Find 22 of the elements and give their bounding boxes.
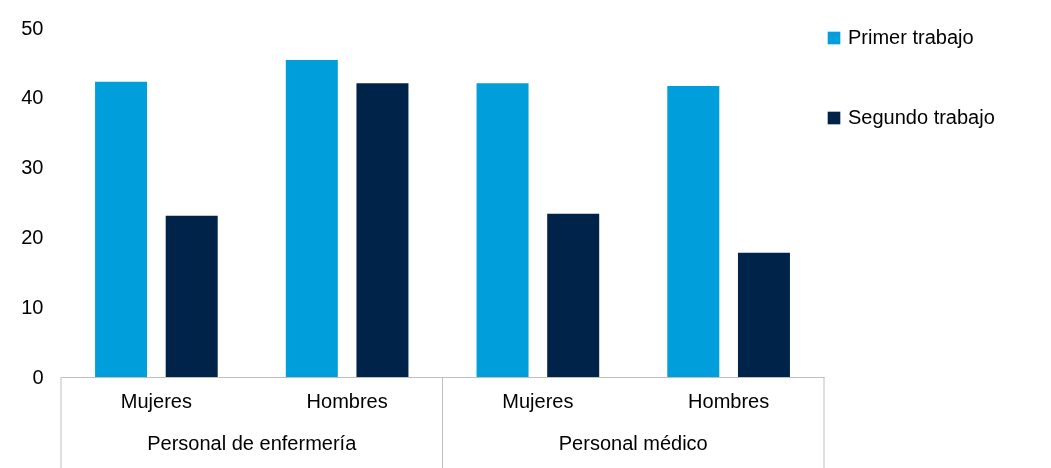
y-tick-label: 20 xyxy=(21,225,44,248)
bar xyxy=(737,252,790,377)
y-tick-label: 10 xyxy=(21,295,44,318)
bar xyxy=(667,85,720,377)
bar xyxy=(285,60,338,377)
bar xyxy=(547,213,600,377)
x-tick-label: Hombres xyxy=(688,389,770,412)
bar xyxy=(356,83,409,377)
y-tick-label: 50 xyxy=(21,16,44,39)
y-tick-label: 0 xyxy=(32,365,44,388)
legend-label: Primer trabajo xyxy=(848,26,974,48)
legend-label: Segundo trabajo xyxy=(848,106,995,128)
bar xyxy=(476,83,529,377)
x-tick-label: Hombres xyxy=(306,389,388,412)
text: Personal médico xyxy=(558,432,708,454)
y-tick-label: 40 xyxy=(21,86,44,109)
x-tick-label: Mujeres xyxy=(120,389,192,412)
bar xyxy=(165,215,218,377)
text: Personal de enfermería xyxy=(147,432,358,454)
x-tick-label: Mujeres xyxy=(502,389,574,412)
bar xyxy=(95,81,148,377)
y-tick-label: 30 xyxy=(21,156,44,179)
